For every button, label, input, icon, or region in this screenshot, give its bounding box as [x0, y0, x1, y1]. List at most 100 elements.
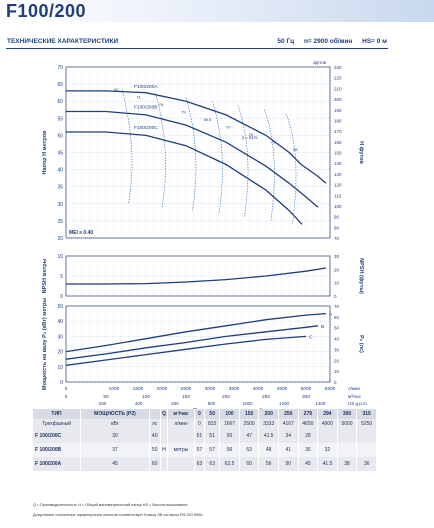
head-value	[356, 443, 377, 457]
y-right-tick-label: 130	[334, 172, 342, 177]
table-row: F 100/200C 30 40 51 51 50 47 41.5 34 28	[33, 429, 377, 443]
y-axis-label: NPSH метры	[42, 258, 48, 293]
table-header-cell: 200	[258, 409, 279, 419]
efficiency-label: 76	[248, 132, 253, 137]
x-tick-top: 1000	[109, 386, 120, 392]
series-line-F100/200B	[66, 110, 319, 208]
head-value: 51	[194, 429, 206, 443]
y-right-axis-label: P₂ (лс)	[358, 335, 364, 353]
x-unit-top: л/мин	[348, 386, 360, 391]
y-tick-label: 30	[57, 202, 63, 208]
y-tick-label: 60	[57, 99, 63, 105]
x-tick-gpm: 600	[171, 401, 179, 406]
efficiency-label: 76	[159, 102, 164, 107]
x-tick-top: 5000	[301, 386, 312, 392]
table-subheader-cell: 833	[204, 419, 221, 429]
y-right-tick-label: 30	[334, 254, 340, 259]
y-right-tick-label: 60	[334, 315, 340, 320]
table-subheader-cell: 2500	[239, 419, 260, 429]
table-header-cell: ТИП	[33, 409, 82, 419]
table-header-cell: 150	[239, 409, 260, 419]
mei-annotation: MEI ≥ 0.40	[69, 230, 93, 236]
x-tick-bottom: 200	[222, 394, 230, 400]
head-value: 45	[298, 457, 319, 471]
table-subheader-cell: 4167	[278, 419, 299, 429]
head-value: 41.5	[317, 457, 338, 471]
model-name: F 100/200A	[33, 457, 82, 471]
note-tolerance: Допустимое отклонение характеристик насо…	[33, 513, 204, 517]
table-header-cell: 279	[298, 409, 319, 419]
series-label: B	[321, 324, 324, 330]
y-axis-label: Напор H метров	[42, 130, 48, 175]
y-tick-label: 30	[57, 334, 63, 340]
y-right-tick-label: 0	[334, 294, 337, 299]
head-value	[317, 429, 338, 443]
power-hp: 50	[149, 443, 161, 457]
head-value: 32	[317, 443, 338, 457]
head-value: 60	[239, 457, 260, 471]
x-tick-bottom: 0	[65, 394, 68, 400]
x-tick-gpm: 1400	[315, 401, 326, 406]
y-tick-label: 10	[57, 254, 63, 260]
head-value	[337, 429, 358, 443]
y-right-tick-label: 90	[334, 215, 340, 220]
y-right-tick-label: 120	[334, 183, 342, 188]
series-line-F100/200A	[66, 90, 327, 184]
x-tick-bottom: 300	[302, 394, 310, 400]
y-right-tick-label: 190	[334, 108, 342, 113]
efficiency-isoline	[155, 93, 166, 208]
y-right-tick-label: 10	[334, 369, 340, 374]
y-right-tick-label: 80	[334, 225, 340, 230]
y-tick-label: 35	[57, 185, 63, 191]
head-value: 57	[194, 443, 206, 457]
x-tick-bottom: 50	[103, 394, 109, 400]
x-tick-top: 3500	[229, 386, 240, 392]
table-subheader-cell: лс	[149, 419, 161, 429]
series-line-A	[65, 312, 327, 353]
table-header-cell: МОЩНОСТЬ (P2)	[80, 409, 150, 419]
head-value: 38	[337, 457, 358, 471]
table-header-cell: 50	[204, 409, 221, 419]
efficiency-isoline	[237, 105, 249, 218]
head-value: 41	[278, 443, 299, 457]
series-line-B	[65, 325, 319, 360]
table-row: F 100/200A 45 60 63 63 62.5 60 56 50 45 41.5 38 36	[33, 457, 377, 471]
head-label	[160, 457, 169, 471]
iso-label: η = 81%	[242, 135, 258, 140]
table-subheader-cell: 0	[194, 419, 206, 429]
efficiency-label: 66	[293, 147, 298, 152]
head-value: 36	[298, 443, 319, 457]
y-right-tick-label: 20	[334, 267, 340, 272]
head-value: 34	[278, 429, 299, 443]
y-tick-label: 0	[60, 294, 63, 300]
power-hp: 60	[149, 457, 161, 471]
table-subheader-cell: Трехфазный	[33, 419, 82, 429]
table-header-cell: 250	[278, 409, 299, 419]
table-subheader-cell: 3333	[258, 419, 279, 429]
y-right-tick-label: 230	[334, 65, 342, 70]
y-tick-label: 40	[57, 319, 63, 325]
suction-height: HS= 0 м	[362, 38, 387, 45]
y-tick-label: 20	[57, 350, 63, 356]
x-tick-bottom: 100	[142, 394, 150, 400]
y-tick-label: 55	[57, 116, 63, 122]
head-value: 48	[258, 443, 279, 457]
right-unit: футов	[313, 60, 326, 65]
page-title: F100/200	[6, 1, 87, 21]
y-right-tick-label: 20	[334, 358, 340, 363]
efficiency-label: 79	[181, 110, 186, 115]
x-tick-top: 1500	[133, 386, 144, 392]
table-header-cell: Q	[160, 409, 169, 419]
table-subheader-cell: 4900	[317, 419, 338, 429]
x-unit-gpm: US g.p.m.	[348, 401, 368, 406]
y-tick-label: 65	[57, 82, 63, 88]
table-subheader-cell: л/мин	[167, 419, 195, 429]
efficiency-label: 71	[136, 94, 141, 99]
x-tick-top: 4000	[253, 386, 264, 392]
table-subheader-cell: 1667	[219, 419, 240, 429]
efficiency-isoline	[264, 109, 275, 221]
series-label: F100/200A	[134, 84, 158, 90]
table-subheader-cell	[160, 419, 169, 429]
x-tick-gpm: 200	[99, 401, 107, 406]
head-label	[160, 429, 169, 443]
